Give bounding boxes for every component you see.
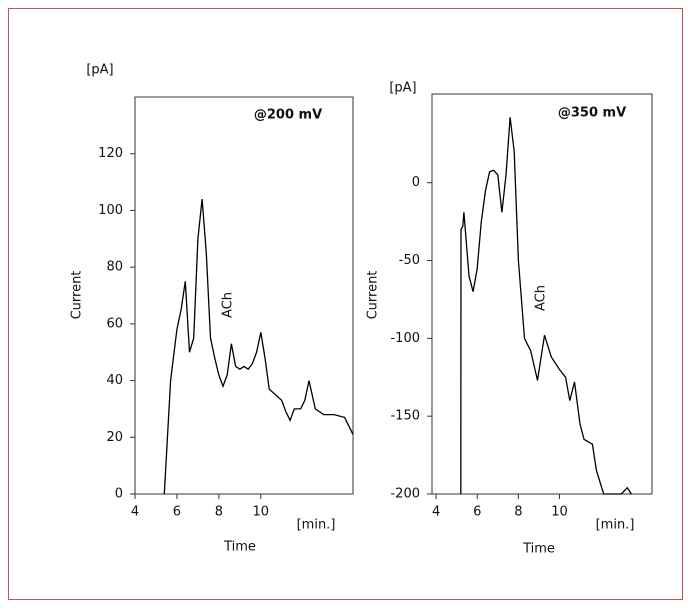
y-tick-label: 40 [106,373,123,388]
annotation: ACh [534,285,549,311]
y-tick-label: -100 [390,331,420,346]
panel-label: @350 mV [558,106,626,121]
y-tick-label: 20 [106,430,123,445]
x-axis-label: Time [223,540,256,555]
x-tick-label: 8 [215,505,223,520]
annotation: ACh [221,292,236,318]
panel-label: @200 mV [254,108,322,123]
x-unit: [min.] [596,518,635,533]
y-tick-label: -200 [390,487,420,502]
y-tick-label: 0 [412,175,420,190]
y-tick-label: 60 [106,316,123,331]
y-axis-label: Current [366,271,381,320]
x-tick-label: 10 [252,505,269,520]
y-unit: [pA] [389,81,416,96]
y-tick-label: -150 [390,409,420,424]
x-tick-label: 6 [173,505,181,520]
y-tick-label: 0 [115,487,123,502]
plot-frame [134,96,354,495]
x-axis-label: Time [522,542,555,557]
x-tick-label: 4 [432,505,440,520]
data-line [163,199,354,495]
x-tick-label: 4 [131,505,139,520]
plot-frame [431,93,653,495]
x-unit: [min.] [297,518,336,533]
x-tick-label: 10 [551,505,568,520]
y-tick-label: 80 [106,260,123,275]
y-tick-label: 120 [98,146,123,161]
border [8,8,683,600]
data-line [460,117,632,495]
y-tick-label: -50 [399,253,420,268]
x-tick-label: 8 [514,505,522,520]
y-tick-label: 100 [98,203,123,218]
x-tick-label: 6 [473,505,481,520]
y-unit: [pA] [86,63,113,78]
y-axis-label: Current [70,271,85,320]
